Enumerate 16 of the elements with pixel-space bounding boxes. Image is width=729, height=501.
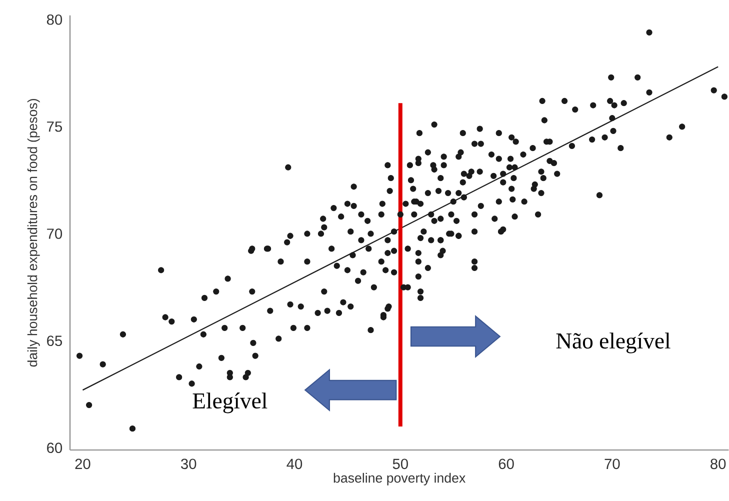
annotation: Elegível [192,392,268,414]
x-tick-label: 70 [604,458,620,470]
y-tick-label: 75 [47,122,62,132]
y-axis-title: daily household expenditures on food (pesos) [27,99,40,367]
x-tick-label: 50 [392,458,408,470]
annotation: Não elegível [556,332,670,354]
y-tick-label: 70 [47,228,62,239]
x-tick-label: 60 [498,458,514,470]
y-tick-label: 60 [47,442,62,454]
y-tick-label: 80 [46,14,62,25]
x-tick-label: 80 [710,458,726,470]
x-axis-title: baseline poverty index [334,472,466,486]
x-tick-label: 30 [181,458,196,470]
x-tick-label: 40 [286,458,302,470]
x-tick-label: 20 [75,458,90,470]
y-tick-label: 65 [47,336,62,346]
